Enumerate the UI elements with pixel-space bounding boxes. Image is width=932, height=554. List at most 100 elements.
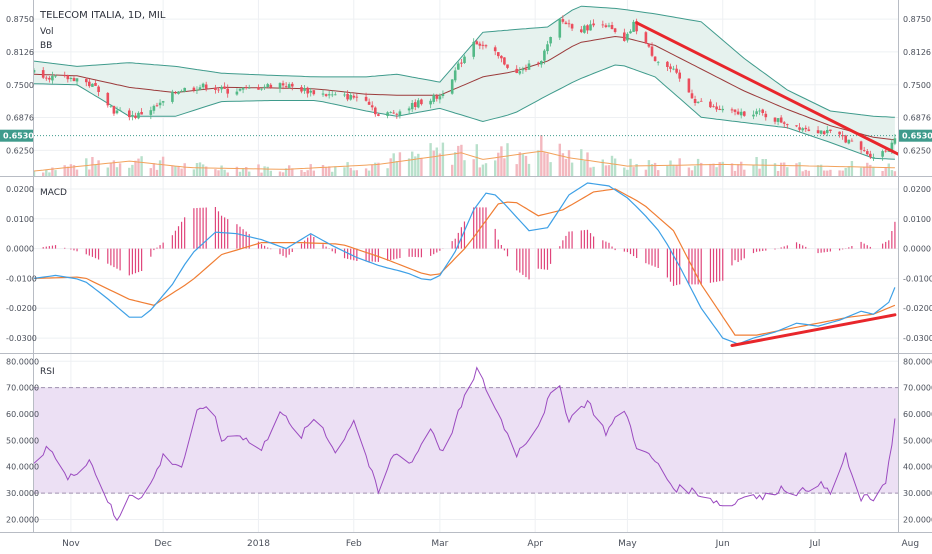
volume-bar: [377, 162, 380, 176]
volume-bar: [226, 172, 229, 176]
volume-bar: [604, 165, 608, 176]
volume-bar: [63, 165, 66, 176]
volume-bar: [112, 160, 116, 176]
y-tick-label-left: -0.0300: [6, 334, 37, 343]
candle-body: [457, 63, 460, 70]
y-tick-label-left: 70.0000: [6, 384, 39, 393]
candle-body: [327, 94, 331, 96]
volume-bar: [66, 166, 69, 176]
volume-bar: [838, 170, 841, 176]
candle-body: [306, 87, 309, 94]
volume-bar: [764, 159, 767, 176]
x-tick-label: 2018: [247, 539, 270, 549]
price-trendline[interactable]: [635, 21, 898, 156]
volume-bar: [804, 169, 807, 176]
candle-body: [349, 95, 352, 100]
volume-bar: [743, 169, 746, 176]
volume-bar: [592, 166, 595, 176]
volume-bar: [214, 169, 217, 176]
candle-body: [395, 113, 399, 115]
y-tick-label-right: 0.7500: [903, 81, 931, 90]
volume-bar: [847, 166, 850, 176]
candle-body: [881, 151, 884, 157]
y-tick-label-left: 0.0100: [6, 215, 34, 224]
volume-bar: [263, 166, 266, 176]
candle-body: [192, 87, 196, 91]
candle-body: [370, 105, 374, 108]
volume-bar: [481, 164, 485, 176]
volume-bar: [798, 162, 801, 176]
candle-body: [278, 83, 282, 89]
rsi-line: [34, 366, 896, 522]
candle-body: [398, 111, 402, 116]
volume-bar: [601, 159, 604, 176]
candle-body: [389, 112, 392, 113]
volume-bar: [826, 170, 829, 176]
candle-body: [537, 62, 540, 64]
rsi-panel[interactable]: [34, 366, 898, 522]
volume-bar: [859, 167, 863, 176]
candle-body: [650, 46, 654, 56]
candle-body: [497, 52, 500, 57]
volume-bar: [869, 164, 872, 176]
volume-bar: [97, 160, 100, 176]
candle-body: [45, 77, 48, 79]
volume-bar: [441, 142, 445, 176]
candle-body: [161, 101, 165, 103]
candle-body: [66, 75, 70, 80]
macd-trendline[interactable]: [730, 313, 897, 348]
candle-body: [106, 93, 110, 106]
y-tick-label-left: 0.0200: [6, 185, 34, 194]
y-tick-label-right: 0.8750: [903, 15, 931, 24]
candle-body: [647, 43, 651, 47]
volume-bar: [678, 158, 681, 176]
volume-bar: [736, 164, 740, 176]
y-tick-label-left: 30.0000: [6, 489, 39, 498]
candle-body: [463, 56, 466, 63]
y-tick-label-right: 0.8126: [903, 48, 931, 57]
x-tick-label: May: [618, 539, 637, 549]
price-panel[interactable]: [33, 5, 898, 176]
volume-bar: [343, 167, 346, 176]
last-price-badge: [0, 129, 33, 142]
candle-body: [635, 21, 638, 32]
candle-body: [866, 151, 869, 155]
volume-bar: [45, 169, 48, 176]
candle-body: [493, 47, 497, 52]
candle-body: [309, 90, 312, 93]
candle-body: [893, 138, 897, 144]
candle-body: [235, 91, 239, 95]
volume-bar: [653, 162, 657, 176]
candle-body: [543, 50, 546, 61]
volume-bar: [115, 167, 119, 176]
candle-body: [484, 45, 488, 47]
candle-body: [884, 150, 887, 152]
candle-body: [48, 77, 51, 80]
macd-panel[interactable]: [34, 182, 897, 348]
candle-body: [364, 96, 368, 101]
volume-bar: [583, 160, 586, 176]
volume-bar: [346, 162, 349, 176]
candle-body: [174, 92, 177, 94]
volume-bar: [518, 152, 521, 176]
candle-body: [478, 43, 482, 46]
candle-body: [34, 70, 36, 73]
x-tick-label: Jul: [809, 539, 821, 549]
candle-body: [214, 87, 217, 90]
candle-body: [819, 130, 823, 134]
candle-body: [334, 94, 337, 96]
volume-bar: [367, 170, 371, 176]
candle-body: [91, 83, 94, 87]
volume-bar: [429, 143, 432, 176]
rsi-label: RSI: [40, 367, 55, 377]
bollinger-upper-line: [34, 5, 895, 118]
candle-body: [69, 78, 73, 79]
candle-body: [63, 75, 66, 77]
volume-bar: [414, 156, 417, 176]
volume-bar: [881, 171, 884, 176]
volume-bar: [626, 169, 629, 176]
candle-body: [592, 23, 595, 26]
candle-body: [838, 131, 841, 135]
volume-bar: [696, 158, 700, 176]
candle-body: [721, 108, 724, 111]
